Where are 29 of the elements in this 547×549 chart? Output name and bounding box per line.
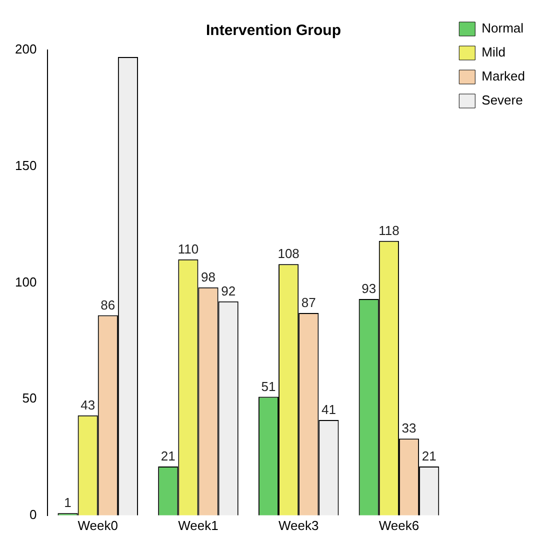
data-label: 93 — [362, 281, 376, 296]
y-tick-label: 100 — [14, 274, 37, 290]
legend-label: Marked — [482, 68, 526, 84]
data-label: 118 — [378, 222, 400, 238]
y-tick-label: 200 — [14, 42, 37, 57]
y-tick-label: 0 — [29, 506, 37, 522]
data-label: 33 — [402, 420, 416, 436]
data-label: 108 — [278, 246, 300, 262]
data-label: 21 — [160, 448, 176, 464]
x-tick-label: Week6 — [378, 518, 420, 533]
data-label: 110 — [178, 242, 199, 257]
x-tick-label: Week0 — [78, 518, 118, 533]
legend-label: Severe — [482, 92, 523, 108]
data-label: 1 — [64, 495, 72, 510]
x-tick-label: Week3 — [278, 518, 319, 533]
legend-label: Mild — [482, 44, 506, 60]
chart-title: Intervention Group — [206, 22, 341, 40]
y-tick-label: 50 — [22, 390, 37, 406]
data-label: 92 — [221, 283, 236, 298]
data-label: 87 — [301, 295, 316, 310]
legend-label: Normal — [482, 20, 524, 36]
data-label: 98 — [201, 269, 216, 284]
y-tick-label: 150 — [14, 158, 37, 173]
data-label: 21 — [422, 448, 436, 464]
data-label: 86 — [100, 297, 116, 312]
data-label: 51 — [261, 378, 276, 394]
data-label: 41 — [321, 402, 336, 418]
data-label: 43 — [80, 397, 96, 412]
x-tick-label: Week1 — [178, 518, 218, 533]
